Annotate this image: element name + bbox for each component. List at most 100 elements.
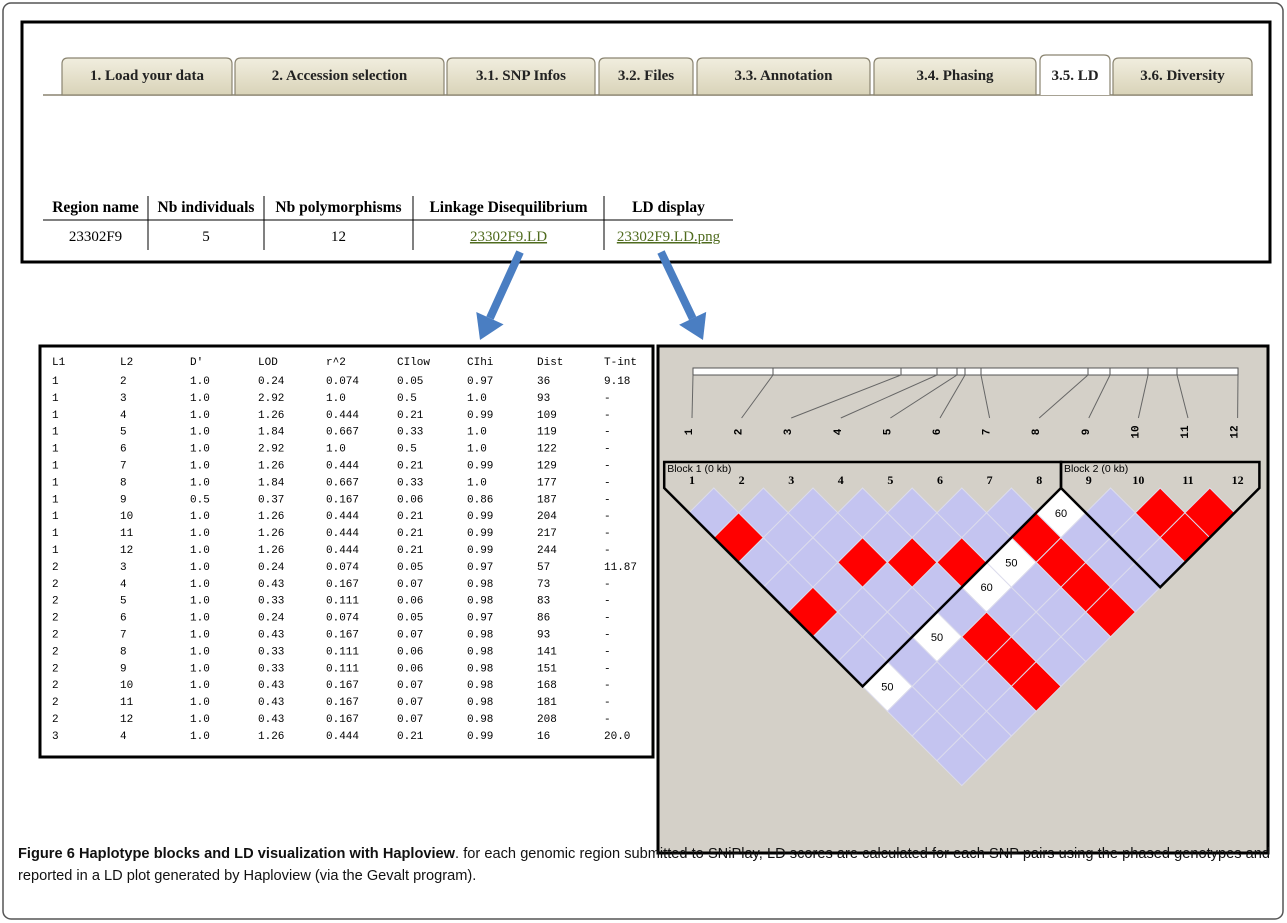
ld-header: T-int xyxy=(604,357,637,369)
ld-cell: 0.167 xyxy=(326,680,359,692)
tab-label[interactable]: 3.2. Files xyxy=(618,68,674,84)
ld-cell: 0.074 xyxy=(326,613,359,625)
ld-cell: 177 xyxy=(537,477,557,489)
ld-cell: 1.0 xyxy=(190,562,210,574)
marker-label: 7 xyxy=(987,473,993,487)
tab[interactable] xyxy=(696,57,871,96)
ld-cell: 0.444 xyxy=(326,528,359,540)
ld-cell: 1.0 xyxy=(190,427,210,439)
ld-cell: 208 xyxy=(537,714,557,726)
ld-cell: 1.26 xyxy=(258,528,284,540)
ld-cell: 0.99 xyxy=(467,511,493,523)
ld-cell: 0.24 xyxy=(258,562,285,574)
ld-cell: 181 xyxy=(537,697,557,709)
ld-cell: 1.0 xyxy=(190,714,210,726)
ld-cell-label: 50 xyxy=(931,632,943,644)
ld-cell: 0.5 xyxy=(397,444,417,456)
ld-cell: - xyxy=(604,511,611,523)
ld-header: L1 xyxy=(52,357,66,369)
ld-cell: 0.167 xyxy=(326,714,359,726)
table-link[interactable]: 23302F9.LD xyxy=(470,229,547,245)
tab[interactable] xyxy=(873,57,1037,96)
ld-cell: 0.33 xyxy=(258,663,284,675)
ld-cell: 0.33 xyxy=(258,646,284,658)
ld-cell: 1.0 xyxy=(190,646,210,658)
tab[interactable] xyxy=(234,57,445,96)
ld-cell: 0.444 xyxy=(326,731,359,743)
marker-label-rotated: 1 xyxy=(684,428,696,435)
marker-label-rotated: 10 xyxy=(1130,425,1142,438)
ld-cell: 0.444 xyxy=(326,511,359,523)
ld-cell: 0.167 xyxy=(326,579,359,591)
tab[interactable] xyxy=(446,57,596,96)
ld-cell: 1 xyxy=(52,444,59,456)
ld-cell: 5 xyxy=(120,427,127,439)
marker-label: 9 xyxy=(1086,473,1092,487)
tab[interactable] xyxy=(1039,54,1111,95)
ld-cell: 2 xyxy=(52,697,59,709)
table-header: Nb polymorphisms xyxy=(275,199,401,216)
ld-cell: 129 xyxy=(537,461,557,473)
marker-connector xyxy=(1088,374,1111,419)
tab-label[interactable]: 3.5. LD xyxy=(1051,68,1098,84)
ld-cell: 1.0 xyxy=(190,393,210,405)
ld-cell: 1 xyxy=(52,393,59,405)
ld-cell: 4 xyxy=(120,731,127,743)
ld-cell: 0.05 xyxy=(397,562,423,574)
tab-label[interactable]: 2. Accession selection xyxy=(272,68,408,84)
ld-cell: 12 xyxy=(120,714,133,726)
ld-cell: 0.33 xyxy=(397,427,423,439)
ld-cell: 0.5 xyxy=(397,393,417,405)
ld-cell-label: 50 xyxy=(1005,557,1017,569)
ld-cell: 0.43 xyxy=(258,579,284,591)
tab[interactable] xyxy=(61,57,233,96)
ld-cell: 119 xyxy=(537,427,557,439)
marker-connector xyxy=(980,374,991,419)
ld-cell: 16 xyxy=(537,731,550,743)
ld-cell: 141 xyxy=(537,646,557,658)
ld-cell: 217 xyxy=(537,528,557,540)
ld-cell: 2 xyxy=(52,579,59,591)
ld-cell: 0.98 xyxy=(467,646,493,658)
tab[interactable] xyxy=(598,57,694,96)
ld-cell: 0.21 xyxy=(397,461,424,473)
ld-cell: 93 xyxy=(537,393,550,405)
ld-cell: 0.43 xyxy=(258,714,284,726)
marker-label-rotated: 8 xyxy=(1031,428,1043,435)
ld-cell: 1.26 xyxy=(258,731,284,743)
ld-cell: 0.21 xyxy=(397,545,424,557)
tab-label[interactable]: 3.6. Diversity xyxy=(1140,68,1225,84)
marker-label-rotated: 9 xyxy=(1081,429,1093,436)
ld-cell: 0.98 xyxy=(467,697,493,709)
ld-cell: 10 xyxy=(120,680,133,692)
marker-connector xyxy=(791,374,902,419)
ld-cell: 1.26 xyxy=(258,410,284,422)
ld-cell: 0.111 xyxy=(326,596,359,608)
tab-label[interactable]: 3.4. Phasing xyxy=(916,68,994,84)
ld-cell: 4 xyxy=(120,579,127,591)
ld-cell: 0.33 xyxy=(397,477,423,489)
tab[interactable] xyxy=(1112,57,1253,96)
ld-cell: 36 xyxy=(537,376,550,388)
ld-cell: 1.0 xyxy=(190,461,210,473)
ld-cell: 10 xyxy=(120,511,133,523)
ld-cell: - xyxy=(604,461,611,473)
tab-label[interactable]: 1. Load your data xyxy=(90,68,204,84)
ld-cell: - xyxy=(604,410,611,422)
block-label: Block 2 (0 kb) xyxy=(1064,463,1128,475)
ld-header: Dist xyxy=(537,357,563,369)
table-link[interactable]: 23302F9.LD.png xyxy=(617,229,721,245)
ld-cell: 0.074 xyxy=(326,376,359,388)
ld-cell: 0.98 xyxy=(467,663,493,675)
ld-cell: - xyxy=(604,494,611,506)
marker-label: 11 xyxy=(1182,473,1193,487)
ld-cell: 0.167 xyxy=(326,494,359,506)
marker-label-rotated: 6 xyxy=(932,429,944,436)
ld-cell: 0.98 xyxy=(467,714,493,726)
tab-label[interactable]: 3.1. SNP Infos xyxy=(476,68,566,84)
ld-cell: 93 xyxy=(537,630,550,642)
tab-label[interactable]: 3.3. Annotation xyxy=(735,68,834,84)
ld-cell: 1.0 xyxy=(467,427,487,439)
ld-cell: 0.06 xyxy=(397,646,423,658)
